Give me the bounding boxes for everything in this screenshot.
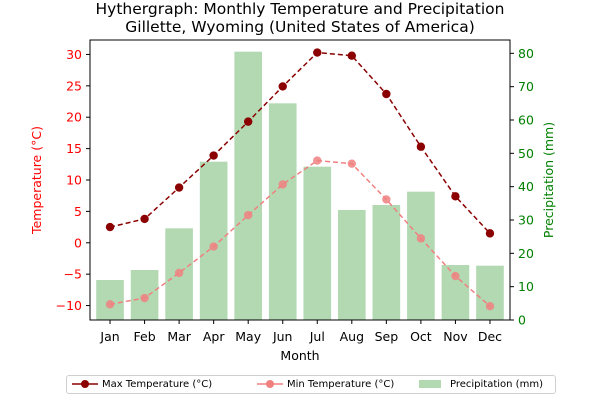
min-temp-point xyxy=(382,195,391,204)
right-axis-tick-label: 40 xyxy=(518,179,534,194)
x-axis-tick-label: Jan xyxy=(99,329,119,344)
precipitation-bar xyxy=(303,166,332,320)
max-temp-point xyxy=(105,222,115,232)
max-temp-point xyxy=(382,89,391,99)
min-temp-point xyxy=(243,210,253,220)
x-axis-tick-label: Dec xyxy=(478,329,502,344)
legend-swatch-max-temp xyxy=(72,380,98,388)
min-temp-point xyxy=(209,242,218,251)
min-temp-point xyxy=(485,301,495,311)
left-axis-label: Temperature (°C) xyxy=(29,126,44,235)
min-temp-point xyxy=(313,156,322,165)
precipitation-bar xyxy=(234,51,263,321)
x-axis-tick-label: Apr xyxy=(203,329,225,344)
left-axis-tick-label: 30 xyxy=(66,47,82,62)
x-axis-label: Month xyxy=(280,348,319,363)
precipitation-bar xyxy=(372,205,401,320)
x-axis-tick-label: Jul xyxy=(309,329,325,344)
max-temp-point xyxy=(313,48,322,57)
precipitation-bar xyxy=(268,103,297,320)
x-axis-tick-label: Jun xyxy=(272,329,293,344)
right-axis-tick-label: 30 xyxy=(518,213,534,228)
legend-swatch-precipitation xyxy=(419,380,441,388)
right-axis-tick-label: 70 xyxy=(518,79,534,94)
x-axis-tick-label: May xyxy=(235,329,261,344)
max-temp-point xyxy=(485,229,495,238)
left-axis-tick-label: 20 xyxy=(66,110,82,125)
x-axis-tick-label: Aug xyxy=(340,329,364,344)
max-temp-point xyxy=(451,192,460,201)
right-axis-tick-label: 20 xyxy=(518,246,534,261)
precipitation-bar xyxy=(199,161,228,320)
max-temp-point xyxy=(243,117,253,126)
max-temp-point xyxy=(416,142,426,151)
left-axis-tick-label: 15 xyxy=(66,141,82,156)
left-axis-tick-label: −5 xyxy=(64,267,82,282)
x-axis-tick-label: Mar xyxy=(167,329,191,344)
min-temp-point xyxy=(416,234,426,243)
x-axis-tick-label: Sep xyxy=(375,329,399,344)
max-temp-line xyxy=(109,51,491,234)
right-axis-tick-label: 0 xyxy=(518,313,526,328)
left-axis-tick-label: 10 xyxy=(66,173,82,188)
precipitation-bar xyxy=(337,210,366,320)
legend-label-max-temp: Max Temperature (°C) xyxy=(102,379,213,390)
max-temp-point xyxy=(140,214,149,224)
min-temp-line xyxy=(109,159,491,307)
chart-title-line1: Hythergraph: Monthly Temperature and Pre… xyxy=(95,0,505,18)
left-axis-tick-label: −10 xyxy=(56,298,82,313)
right-axis-tick-label: 60 xyxy=(518,113,534,128)
min-temp-point xyxy=(451,271,460,281)
chart-title-line2: Gillette, Wyoming (United States of Amer… xyxy=(125,18,475,36)
max-temp-point xyxy=(347,51,357,60)
min-temp-point xyxy=(174,268,184,278)
chart-legend: Max Temperature (°C) Min Temperature (°C… xyxy=(66,375,556,394)
min-temp-point xyxy=(140,293,149,303)
precipitation-bar xyxy=(476,265,504,320)
min-temp-point xyxy=(347,159,357,168)
min-temp-point xyxy=(105,300,115,309)
precipitation-bar xyxy=(96,280,124,320)
left-axis-tick-label: 5 xyxy=(74,204,82,219)
x-axis-tick-label: Oct xyxy=(410,329,432,344)
legend-label-min-temp: Min Temperature (°C) xyxy=(287,379,395,390)
x-axis-tick-label: Nov xyxy=(443,329,468,344)
max-temp-point xyxy=(209,151,218,160)
legend-swatch-min-temp xyxy=(257,380,283,388)
left-axis-tick-label: 0 xyxy=(74,235,82,250)
legend-label-precipitation: Precipitation (mm) xyxy=(450,379,543,390)
min-temp-point xyxy=(278,180,287,189)
max-temp-point xyxy=(174,183,184,192)
right-axis-tick-label: 10 xyxy=(518,279,534,294)
right-axis-label: Precipitation (mm) xyxy=(541,122,556,238)
max-temp-point xyxy=(278,82,287,91)
right-axis-tick-label: 50 xyxy=(518,146,534,161)
precipitation-bar xyxy=(407,191,435,320)
left-axis-tick-label: 25 xyxy=(66,78,82,93)
x-axis-tick-label: Feb xyxy=(134,329,156,344)
right-axis-tick-label: 80 xyxy=(518,46,534,61)
hythergraph-chart: −10 −5 0 5 10 15 20 25 30 0 10 20 30 40 50 60 70 80 Jan Feb… xyxy=(29,39,556,363)
